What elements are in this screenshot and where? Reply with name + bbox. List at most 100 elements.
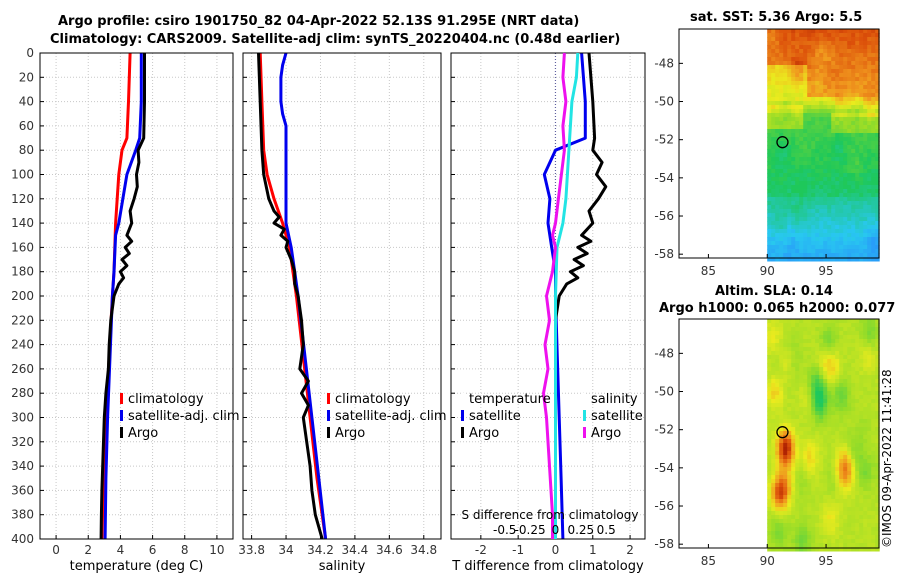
sla_map-heatmap-cell: [819, 487, 824, 492]
sst_map-heatmap-cell: [799, 233, 804, 238]
sla_map-heatmap-cell: [835, 415, 840, 420]
sla_map-heatmap-cell: [871, 507, 876, 512]
sla_map-heatmap-cell: [863, 483, 868, 488]
sst_map-heatmap-cell: [771, 121, 776, 126]
sla_map-heatmap-cell: [835, 499, 840, 504]
sst_map-heatmap-cell: [839, 101, 844, 106]
sst_map-heatmap-cell: [863, 77, 868, 82]
sla_map-heatmap-cell: [823, 535, 828, 540]
sst_map-heatmap-cell: [867, 41, 872, 46]
sst_map-heatmap-cell: [811, 169, 816, 174]
sst_map-heatmap-cell: [787, 181, 792, 186]
sst_map-heatmap-cell: [795, 253, 800, 258]
sla_map-heatmap-cell: [783, 343, 788, 348]
sst_map-heatmap-cell: [819, 161, 824, 166]
sst_map-heatmap-cell: [839, 81, 844, 86]
sla_map-heatmap-cell: [819, 359, 824, 364]
sla_map-heatmap-cell: [847, 479, 852, 484]
sst_map-heatmap-cell: [871, 121, 876, 126]
sst_map-heatmap-cell: [851, 189, 856, 194]
sst_map-heatmap-cell: [767, 185, 772, 190]
sst_map-heatmap-cell: [823, 245, 828, 250]
sst_map-heatmap-cell: [787, 257, 792, 262]
sst_map-heatmap-cell: [851, 201, 856, 206]
sla_map-heatmap-cell: [871, 391, 876, 396]
sla_map-heatmap-cell: [851, 451, 856, 456]
sst_map-heatmap-cell: [767, 93, 772, 98]
sst_map-heatmap-cell: [767, 65, 772, 70]
sst_map-heatmap-cell: [855, 57, 860, 62]
sst_map-heatmap-cell: [819, 137, 824, 142]
sst_map-heatmap-cell: [823, 217, 828, 222]
sst_map-heatmap-cell: [835, 165, 840, 170]
sst_map-heatmap-cell: [855, 49, 860, 54]
sst_map-heatmap-cell: [839, 77, 844, 82]
sst_map-heatmap-cell: [867, 229, 872, 234]
sst_map-heatmap-cell: [839, 209, 844, 214]
sla_map-heatmap-cell: [799, 379, 804, 384]
sst_map-heatmap-cell: [835, 253, 840, 258]
sst_map-heatmap-cell: [819, 257, 824, 262]
sla_map-heatmap-cell: [791, 419, 796, 424]
sst_map-heatmap-cell: [811, 89, 816, 94]
difference-x-tick-label: -1: [512, 543, 524, 557]
sst_map-heatmap-cell: [851, 85, 856, 90]
sla_map-heatmap-cell: [843, 411, 848, 416]
sla_map-heatmap-cell: [855, 335, 860, 340]
sla_map-heatmap-cell: [815, 407, 820, 412]
sla_map-heatmap-cell: [803, 319, 808, 324]
sst_map-heatmap-cell: [807, 33, 812, 38]
sst_map-heatmap-cell: [819, 45, 824, 50]
sla_map-heatmap-cell: [771, 431, 776, 436]
sst_map-heatmap-cell: [767, 125, 772, 130]
sst_map-heatmap-cell: [831, 225, 836, 230]
sla_map-heatmap-cell: [851, 459, 856, 464]
sla_map-heatmap-cell: [847, 455, 852, 460]
sst_map-heatmap-cell: [803, 49, 808, 54]
sla_map-heatmap-cell: [815, 351, 820, 356]
sla_map-heatmap-cell: [799, 423, 804, 428]
sla_map-heatmap-cell: [835, 387, 840, 392]
sla_map-heatmap-cell: [811, 471, 816, 476]
sst_map-heatmap-cell: [771, 245, 776, 250]
sla_map-heatmap-cell: [843, 395, 848, 400]
sst_map-heatmap-cell: [787, 225, 792, 230]
sla_map-heatmap-cell: [855, 539, 860, 544]
sla_map-heatmap-cell: [815, 539, 820, 544]
sst_map-heatmap-cell: [803, 189, 808, 194]
sla_map-heatmap-cell: [867, 335, 872, 340]
sla_map-heatmap-cell: [807, 331, 812, 336]
sst_map-heatmap-cell: [775, 153, 780, 158]
sla_map-heatmap-cell: [831, 371, 836, 376]
sst_map-heatmap-cell: [815, 229, 820, 234]
sla_map-heatmap-cell: [791, 367, 796, 372]
sla_map-heatmap-cell: [783, 519, 788, 524]
sst_map-heatmap-cell: [779, 141, 784, 146]
sst_map-heatmap-cell: [771, 189, 776, 194]
sst_map-heatmap-cell: [839, 225, 844, 230]
sst_map-heatmap-cell: [859, 81, 864, 86]
sst_map-heatmap-cell: [795, 169, 800, 174]
sst_map-heatmap-cell: [767, 45, 772, 50]
sla_map-heatmap-cell: [827, 427, 832, 432]
sla_map-heatmap-cell: [819, 467, 824, 472]
sla_map-x-tick-label: 90: [760, 554, 775, 568]
sst_map-heatmap-cell: [859, 29, 864, 34]
sst_map-heatmap-cell: [787, 137, 792, 142]
sla_map-heatmap-cell: [775, 499, 780, 504]
sla_map-heatmap-cell: [867, 487, 872, 492]
sla_map-heatmap-cell: [859, 407, 864, 412]
sst_map-heatmap-cell: [799, 45, 804, 50]
sla_map-heatmap-cell: [875, 403, 880, 408]
sla_map-heatmap-cell: [827, 327, 832, 332]
sst_map-heatmap-cell: [787, 169, 792, 174]
sst_map-heatmap-cell: [843, 105, 848, 110]
sst_map-heatmap-cell: [779, 169, 784, 174]
sst_map-heatmap-cell: [867, 53, 872, 58]
sst_map-heatmap-cell: [811, 161, 816, 166]
sla_map-heatmap-cell: [847, 431, 852, 436]
sla_map-heatmap-cell: [803, 535, 808, 540]
sst_map-heatmap-cell: [839, 129, 844, 134]
sla_map-heatmap-cell: [823, 447, 828, 452]
sst_map-heatmap-cell: [779, 137, 784, 142]
